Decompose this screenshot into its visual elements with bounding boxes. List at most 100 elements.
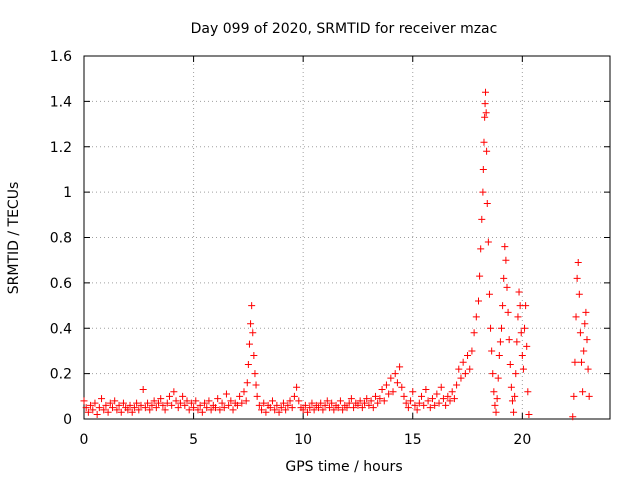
data-point bbox=[198, 408, 206, 416]
data-point bbox=[185, 406, 193, 414]
data-point bbox=[218, 399, 226, 407]
data-point bbox=[393, 379, 401, 387]
data-point bbox=[146, 406, 154, 414]
data-point bbox=[525, 410, 533, 418]
data-point bbox=[489, 370, 497, 378]
data-point bbox=[159, 401, 167, 409]
data-point bbox=[187, 399, 195, 407]
data-point bbox=[163, 399, 171, 407]
data-point bbox=[507, 383, 515, 391]
data-point bbox=[494, 374, 502, 382]
data-point bbox=[255, 401, 263, 409]
data-point bbox=[356, 397, 364, 405]
y-tick-label: 1.6 bbox=[50, 49, 72, 65]
data-point bbox=[511, 392, 519, 400]
data-point bbox=[196, 401, 204, 409]
data-point bbox=[579, 388, 587, 396]
data-point bbox=[444, 392, 452, 400]
data-point bbox=[350, 404, 358, 412]
data-point bbox=[369, 404, 377, 412]
data-point bbox=[179, 392, 187, 400]
data-point bbox=[512, 370, 520, 378]
data-point bbox=[522, 302, 530, 310]
data-point bbox=[569, 413, 577, 421]
data-point bbox=[484, 238, 492, 246]
data-point bbox=[106, 399, 114, 407]
data-point bbox=[380, 397, 388, 405]
data-point bbox=[371, 392, 379, 400]
data-point bbox=[229, 406, 237, 414]
data-point bbox=[508, 397, 516, 405]
y-tick-label: 0 bbox=[63, 412, 72, 428]
data-point bbox=[433, 390, 441, 398]
data-points bbox=[80, 88, 593, 421]
data-point bbox=[176, 399, 184, 407]
data-point bbox=[409, 388, 417, 396]
data-point bbox=[238, 399, 246, 407]
data-point bbox=[172, 397, 180, 405]
data-point bbox=[243, 379, 251, 387]
grid-lines bbox=[84, 56, 610, 419]
data-point bbox=[295, 397, 303, 405]
data-point bbox=[325, 404, 333, 412]
data-point bbox=[128, 408, 136, 416]
data-point bbox=[470, 329, 478, 337]
data-point bbox=[365, 401, 373, 409]
data-point bbox=[168, 401, 176, 409]
data-point bbox=[476, 272, 484, 280]
data-point bbox=[495, 351, 503, 359]
data-point bbox=[385, 390, 393, 398]
data-point bbox=[398, 383, 406, 391]
data-point bbox=[361, 399, 369, 407]
data-point bbox=[488, 347, 496, 355]
data-point bbox=[415, 399, 423, 407]
data-point bbox=[481, 113, 489, 121]
data-point bbox=[574, 258, 582, 266]
data-point bbox=[580, 347, 588, 355]
data-point bbox=[194, 406, 202, 414]
data-point bbox=[487, 324, 495, 332]
data-point bbox=[483, 199, 491, 207]
data-point bbox=[475, 297, 482, 305]
data-point bbox=[578, 358, 586, 366]
data-point bbox=[503, 283, 511, 291]
data-point bbox=[442, 401, 450, 409]
data-point bbox=[573, 274, 581, 282]
data-point bbox=[84, 408, 92, 416]
y-tick-label: 0.4 bbox=[50, 321, 72, 337]
data-point bbox=[95, 404, 103, 412]
data-point bbox=[251, 370, 259, 378]
data-point bbox=[205, 397, 213, 405]
data-point bbox=[258, 406, 266, 414]
data-point bbox=[439, 395, 447, 403]
axis-ticks: 0 5 10 15 20 0 0.2 0.4 0.6 0.8 1 1.2 1.4 1.6 bbox=[50, 49, 610, 448]
data-point bbox=[491, 401, 499, 409]
data-point bbox=[310, 406, 318, 414]
data-point bbox=[358, 404, 366, 412]
data-point bbox=[492, 408, 500, 416]
data-point bbox=[268, 397, 276, 405]
data-point bbox=[498, 324, 506, 332]
data-point bbox=[100, 406, 108, 414]
data-point bbox=[422, 386, 430, 394]
data-point bbox=[581, 320, 589, 328]
data-point bbox=[480, 138, 488, 146]
data-point bbox=[321, 401, 329, 409]
data-point bbox=[391, 370, 399, 378]
data-point bbox=[437, 383, 445, 391]
data-point bbox=[510, 408, 518, 416]
data-point bbox=[80, 397, 88, 405]
data-point bbox=[240, 388, 248, 396]
data-point bbox=[519, 365, 527, 373]
data-point bbox=[306, 404, 314, 412]
data-point bbox=[396, 363, 404, 371]
data-point bbox=[174, 404, 182, 412]
data-point bbox=[402, 399, 410, 407]
data-point bbox=[290, 392, 298, 400]
data-point bbox=[222, 390, 230, 398]
data-point bbox=[244, 361, 252, 369]
data-point bbox=[501, 243, 509, 251]
data-point bbox=[404, 404, 412, 412]
data-point bbox=[461, 370, 469, 378]
data-point bbox=[479, 165, 487, 173]
